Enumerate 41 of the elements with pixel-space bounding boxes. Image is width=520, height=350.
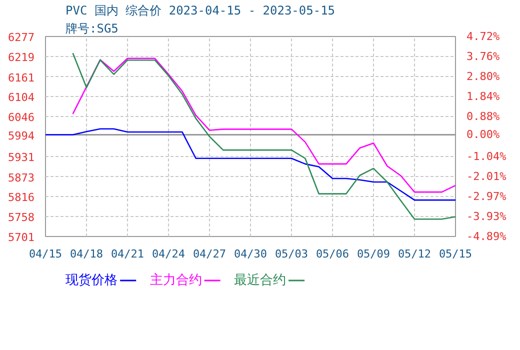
x-tick-label: 04/30 xyxy=(234,248,268,260)
y-tick-label: 6219 xyxy=(8,51,35,64)
chart-title: PVC 国内 综合价 2023-04-15 - 2023-05-15 xyxy=(66,4,336,18)
x-tick-label: 04/21 xyxy=(110,248,144,260)
x-tick-label: 05/12 xyxy=(398,248,432,260)
x-tick-label: 04/27 xyxy=(192,248,226,260)
y-tick-label: 5701 xyxy=(8,231,35,244)
y-tick-label: 6277 xyxy=(8,31,35,44)
y2-tick-label: 0.88% xyxy=(466,110,500,123)
legend-label: 主力合约 xyxy=(150,272,202,288)
y-tick-label: 6161 xyxy=(8,71,35,84)
y2-tick-label: 2.80% xyxy=(466,70,500,83)
x-tick-label: 04/24 xyxy=(152,248,186,260)
line-series xyxy=(72,58,456,193)
x-tick-label: 04/18 xyxy=(70,248,104,260)
y2-tick-label: 4.72% xyxy=(466,30,500,43)
y2-tick-label: 0.00% xyxy=(466,128,500,142)
x-tick-label: 05/03 xyxy=(274,248,308,260)
y-tick-label: 6046 xyxy=(8,111,35,124)
y-tick-label: 6104 xyxy=(8,91,35,104)
y2-tick-label: -4.89% xyxy=(466,230,507,243)
x-tick-label: 04/15 xyxy=(28,248,62,260)
y-tick-label: 5816 xyxy=(8,191,35,204)
y2-tick-label: -3.93% xyxy=(466,210,507,224)
y-tick-label: 5758 xyxy=(8,211,35,224)
y-tick-label: 5931 xyxy=(8,151,35,164)
y-tick-label: 5994 xyxy=(8,129,35,142)
x-tick-label: 05/06 xyxy=(316,248,350,260)
y2-tick-label: -2.01% xyxy=(466,170,507,184)
line-series xyxy=(72,52,456,220)
legend-label: 最近合约 xyxy=(234,273,286,288)
line-series xyxy=(46,128,456,201)
legend-label: 现货价格 xyxy=(66,273,118,288)
x-tick-label: 05/15 xyxy=(438,248,472,260)
y2-tick-label: -1.04% xyxy=(466,150,507,163)
y2-tick-label: -2.97% xyxy=(466,190,507,204)
x-tick-label: 05/09 xyxy=(356,248,390,260)
y-tick-label: 5873 xyxy=(8,171,35,184)
y2-tick-label: 1.84% xyxy=(466,90,500,103)
chart-subtitle: 牌号:SG5 xyxy=(66,22,118,36)
y2-tick-label: 3.76% xyxy=(466,50,500,63)
